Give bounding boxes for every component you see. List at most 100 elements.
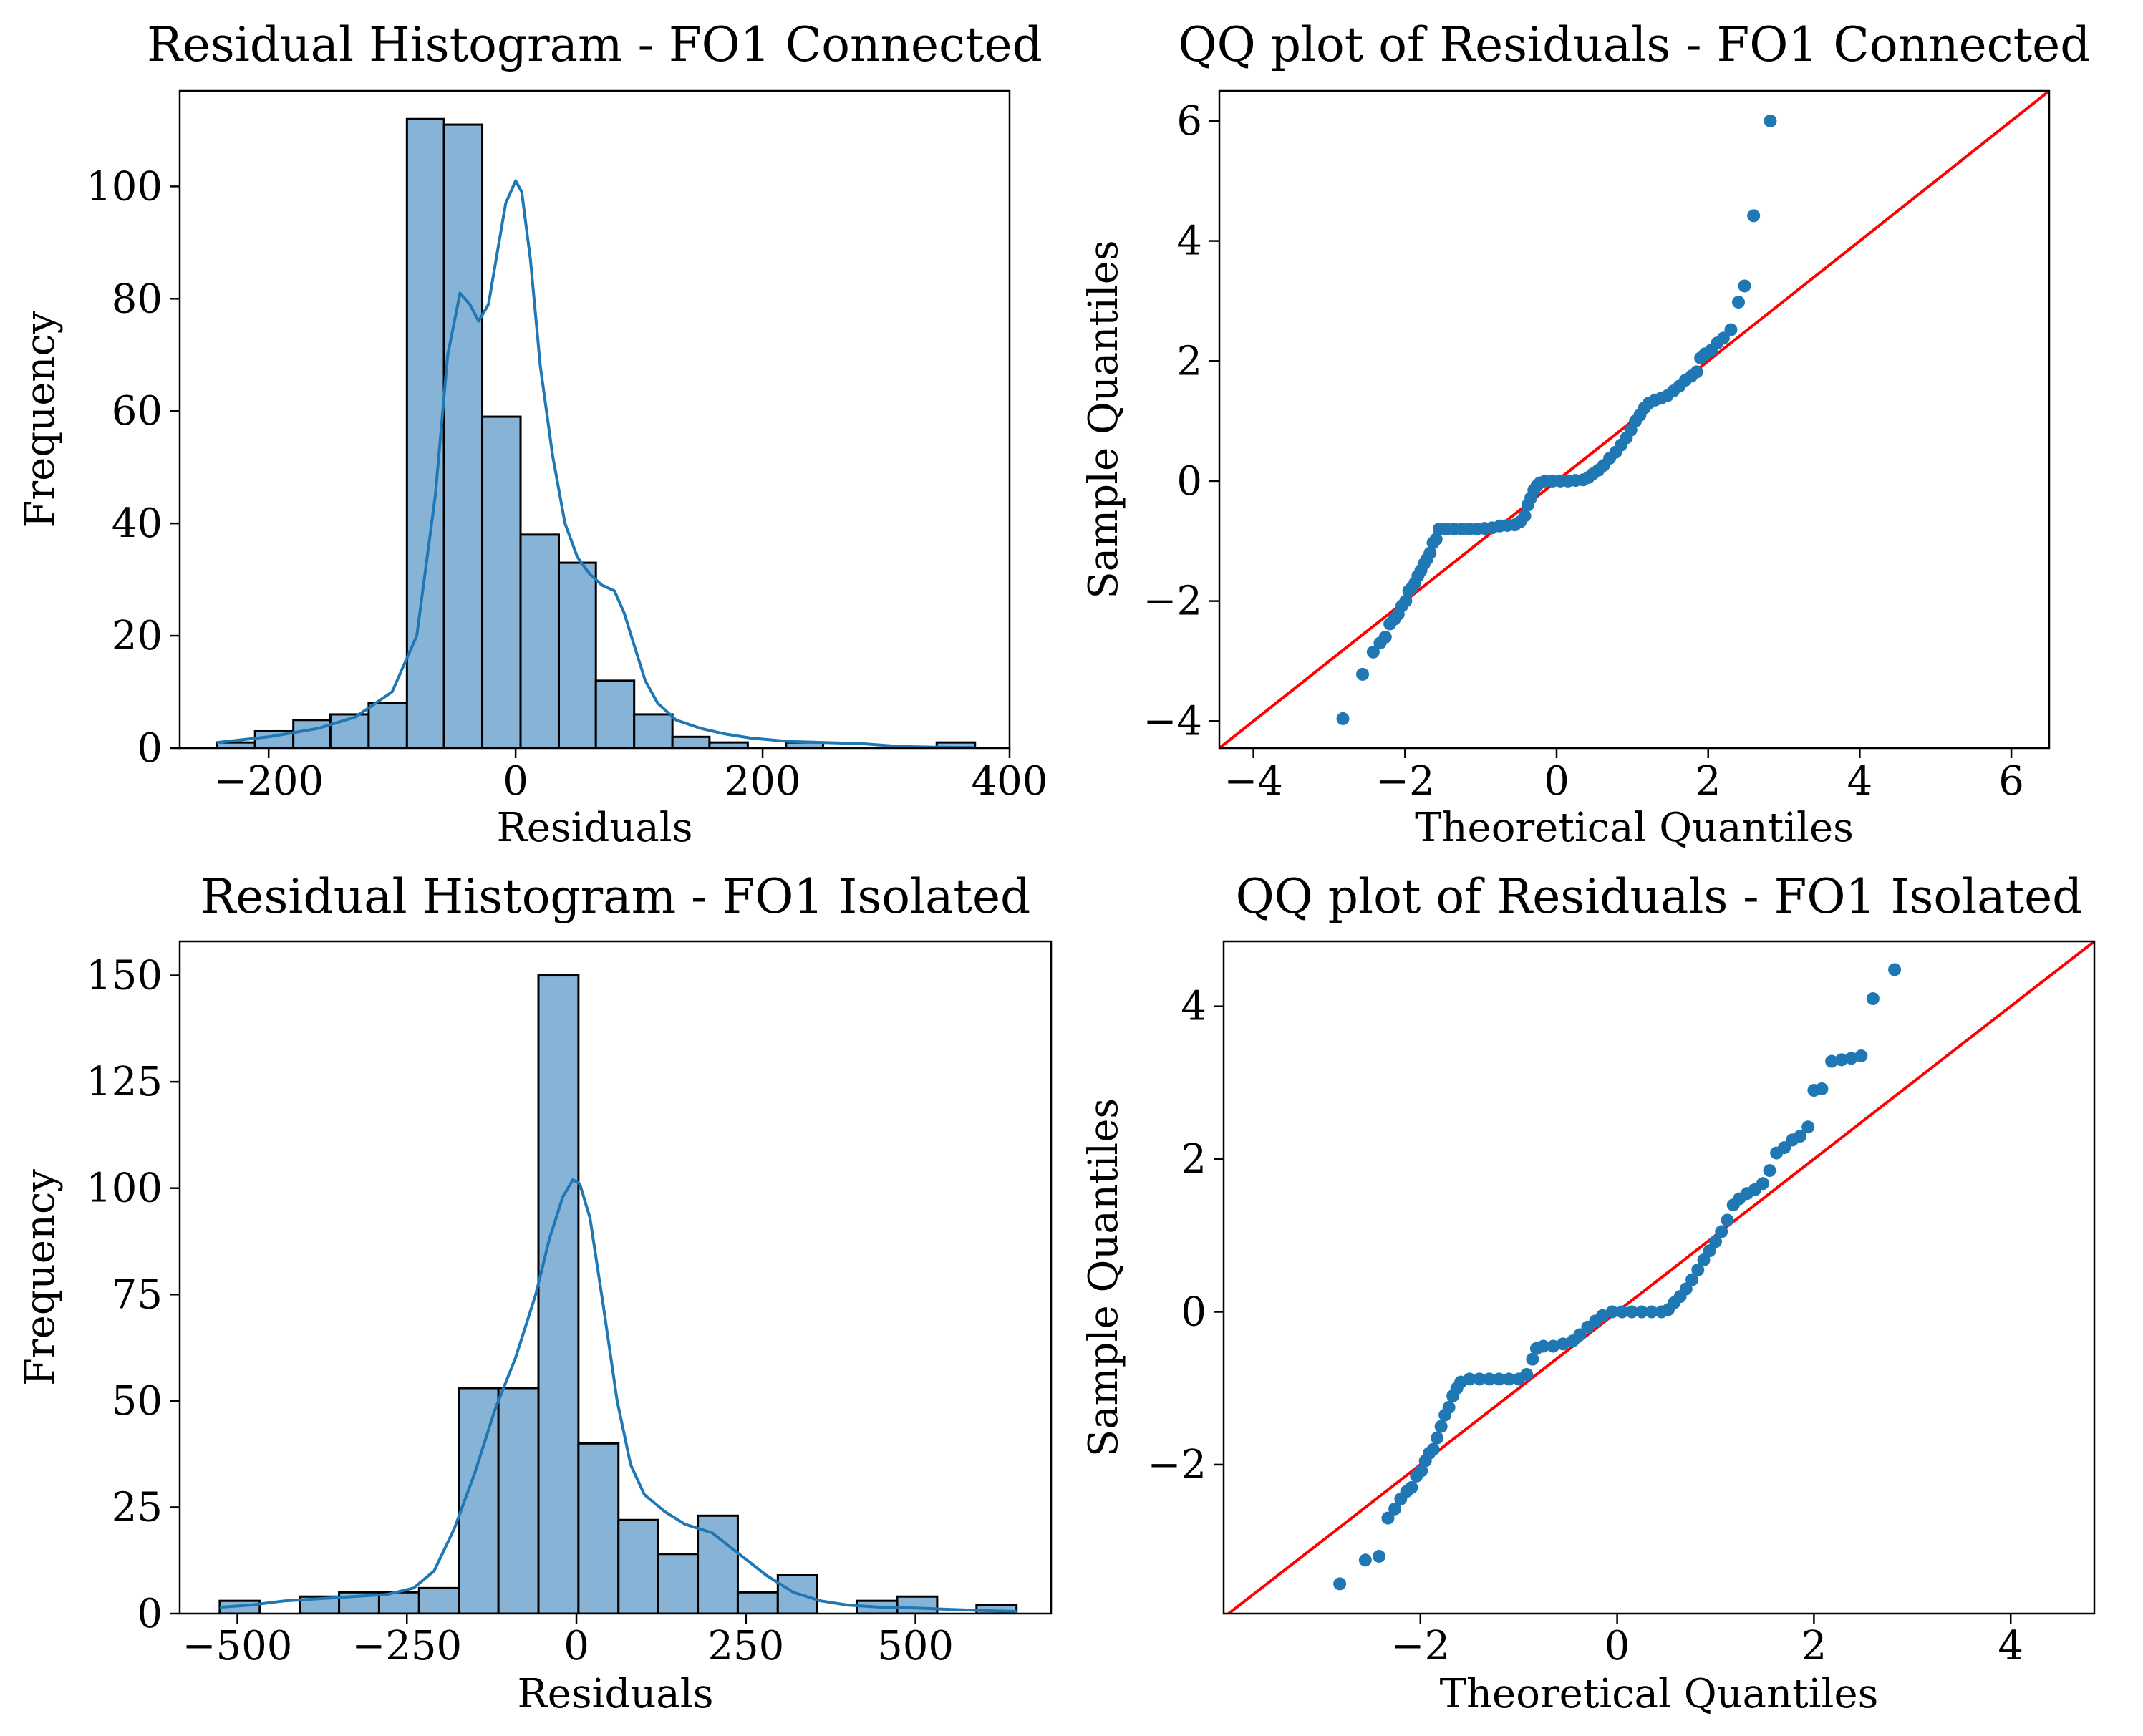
qq-point [1801,1120,1815,1134]
qq-point [1764,114,1777,127]
y-tick-label: 75 [112,1271,163,1318]
x-axis-label: Theoretical Quantiles [1440,1671,1879,1717]
x-tick-label: 2 [1695,758,1721,805]
qq-point [1547,1339,1560,1353]
qq-point [1366,645,1380,659]
x-tick-label: −250 [352,1623,462,1669]
x-tick-label: 250 [707,1623,784,1669]
x-tick-label: 0 [503,758,528,805]
plot-area [1219,91,2049,748]
qq-point [1502,1372,1516,1386]
chart-title: QQ plot of Residuals - FO1 Connected [1179,17,2091,72]
qq-point [1709,1235,1723,1248]
axes-frame [178,89,1011,750]
y-tick-label: 60 [112,388,163,435]
qq-point [1715,1225,1728,1238]
axes-frame [1222,940,2096,1615]
y-axis-label: Sample Quantiles [1080,240,1127,598]
qq-point [1679,1282,1693,1296]
x-tick-label: −2 [1391,1623,1451,1669]
x-axis-label: Residuals [497,805,693,851]
histogram-bar [671,735,711,748]
x-tick-label: 500 [877,1623,954,1669]
histogram-bar [577,1442,620,1614]
histogram-bar [519,533,560,748]
x-tick-label: −500 [183,1623,293,1669]
qq-point [1724,323,1738,336]
plot-area [218,974,1018,1614]
y-tick-label: 50 [112,1378,163,1425]
histogram-bar [537,974,580,1614]
qq-point [1426,1442,1440,1456]
y-tick-label: 0 [1181,1289,1206,1336]
y-tick-label: 100 [86,1165,163,1212]
chart-title: Residual Histogram - FO1 Isolated [200,869,1031,924]
qq-point [1526,1352,1539,1366]
histogram-bar [405,117,445,748]
y-tick-label: 100 [86,163,163,210]
kde-curve [216,179,975,748]
qq-point [1388,1502,1402,1516]
y-axis-label: Sample Quantiles [1080,1098,1127,1457]
qq-point [1690,365,1703,379]
histogram-bar [633,713,674,748]
qq-point [1520,1368,1534,1382]
plot-area [1227,941,2094,1614]
y-tick-label: −2 [1147,1442,1206,1488]
x-tick-label: 4 [1998,1623,2023,1669]
y-axis-label: Frequency [17,311,64,528]
x-axis-label: Residuals [518,1671,714,1717]
qq-point [1815,1082,1829,1095]
qq-point [1381,1511,1395,1525]
reference-line [1227,941,2094,1614]
qq-point [1434,1420,1448,1433]
x-tick-label: −2 [1375,758,1435,805]
qq-point [1373,1549,1386,1563]
chart-title: QQ plot of Residuals - FO1 Isolated [1236,869,2083,924]
histogram-bar [896,1595,939,1614]
qq-point [1492,1372,1506,1386]
qq-point [1399,594,1413,608]
qq-point [1635,1305,1648,1319]
qq-point [1747,209,1761,223]
y-tick-label: 0 [137,1591,163,1637]
histogram-bar [736,1591,779,1614]
histogram-bar [292,719,332,748]
qq-point [1625,1305,1639,1319]
qq-point [1697,1253,1711,1266]
histogram-bar [657,1553,700,1614]
histogram-bar [442,123,484,748]
qq-point [1763,1164,1776,1178]
y-tick-label: 4 [1176,218,1202,265]
x-tick-label: −4 [1224,758,1283,805]
y-tick-label: 4 [1181,984,1206,1030]
histogram-bar [617,1518,659,1614]
qq-point [1333,1577,1347,1591]
y-tick-label: 40 [112,500,163,547]
histogram-bar [594,679,636,748]
x-axis-label: Theoretical Quantiles [1415,805,1854,851]
qq-point [1721,1213,1734,1227]
x-tick-label: 200 [725,758,801,805]
qq-isolated-panel: −2 0 2 4 −2 0 2 4 QQ plot of Residuals - FO1 Iso… [1080,869,2096,1717]
qq-point [1738,279,1751,293]
qq-point [1429,533,1443,546]
y-tick-label: 2 [1176,338,1202,384]
y-tick-label: 0 [137,725,163,772]
qq-point [1405,1480,1418,1494]
qq-point [1716,331,1730,345]
qq-point [1888,963,1902,976]
y-tick-label: 80 [112,276,163,322]
plot-area [216,117,977,748]
qq-point [1825,1054,1839,1068]
qq-point [1482,1372,1496,1386]
y-tick-label: 125 [86,1059,163,1105]
histogram-bar [497,1387,540,1614]
qq-point [1854,1049,1868,1063]
x-tick-label: 2 [1801,1623,1827,1669]
qq-point [1415,1464,1428,1478]
qq-point [1537,1339,1550,1353]
qq-point [1794,1130,1807,1143]
x-tick-label: 6 [1998,758,2024,805]
